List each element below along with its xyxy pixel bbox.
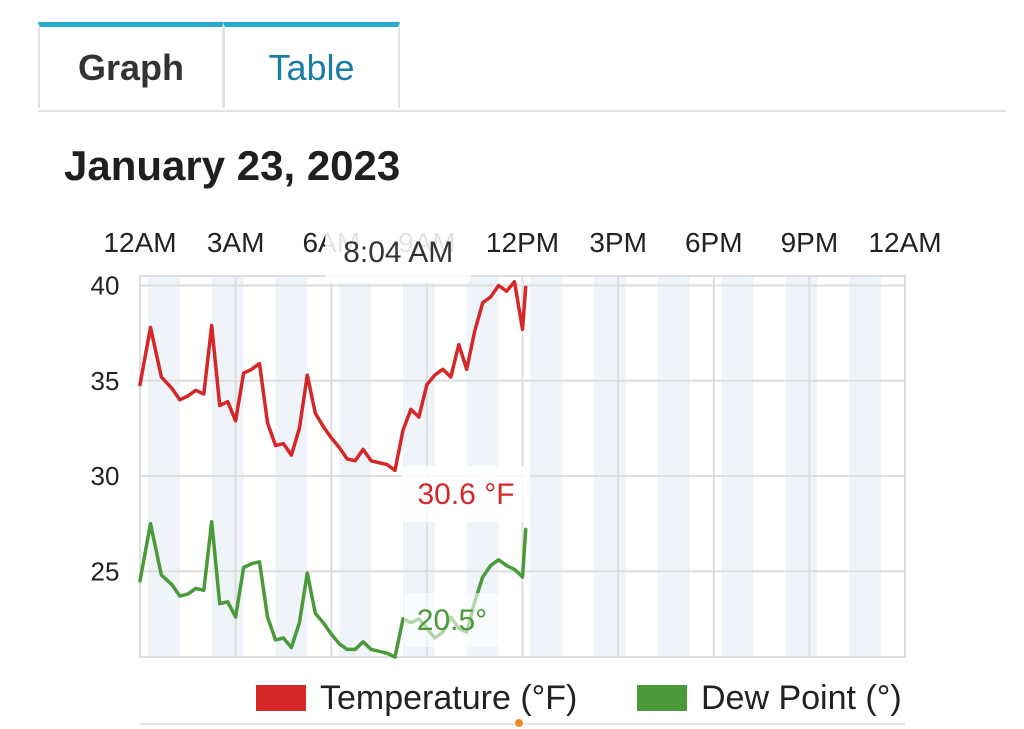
y-tick-label: 30 (91, 461, 120, 491)
x-tick-label: 6PM (685, 227, 743, 258)
hour-band (721, 276, 754, 657)
hour-band (275, 276, 308, 657)
tab-table[interactable]: Table (223, 22, 400, 108)
x-tick-label: 12PM (486, 227, 559, 258)
y-tick-label: 35 (91, 366, 120, 396)
legend-swatch-dew-point (637, 685, 687, 711)
temperature-tooltip-label: 30.6 °F (417, 478, 514, 511)
hour-band (530, 276, 563, 657)
y-tick-label: 25 (91, 556, 120, 586)
temperature-tooltip-box (402, 466, 530, 522)
x-axis-ticks: 12AM3AM6AM9AM12PM3PM6PM9PM12AM (103, 227, 941, 258)
tab-graph[interactable]: Graph (38, 22, 224, 108)
legend-label-temperature: Temperature (°F) (320, 679, 577, 717)
x-tick-label: 12AM (103, 227, 176, 258)
x-tick-label: 3PM (589, 227, 647, 258)
x-tick-label: 12AM (868, 227, 941, 258)
hour-band (594, 276, 627, 657)
time-tooltip-box (325, 219, 472, 283)
hour-band (657, 276, 690, 657)
hover-tooltips: 8:04 AM 30.6 °F 20.5° (325, 219, 530, 647)
hour-band (849, 276, 882, 657)
scroll-indicator-dot (515, 719, 523, 727)
dew-point-tooltip-label: 20.5° (417, 604, 487, 637)
hour-band (785, 276, 818, 657)
chart-grid (139, 275, 906, 658)
page-title: January 23, 2023 (64, 142, 401, 189)
x-tick-label: 9PM (781, 227, 839, 258)
legend-swatch-temperature (256, 685, 306, 711)
y-axis-ticks: 40 35 30 25 (91, 271, 120, 587)
dew-point-tooltip-box (404, 593, 500, 647)
temperature-line (138, 279, 528, 473)
x-tick-label: 3AM (207, 227, 265, 258)
y-tick-label: 40 (91, 271, 120, 301)
chart-legend: Temperature (°F) Dew Point (°) (140, 679, 905, 727)
hour-band (339, 276, 372, 657)
legend-label-dew-point: Dew Point (°) (701, 679, 902, 717)
view-tabs: Graph Table (38, 22, 1006, 112)
time-tooltip-label: 8:04 AM (343, 236, 453, 269)
